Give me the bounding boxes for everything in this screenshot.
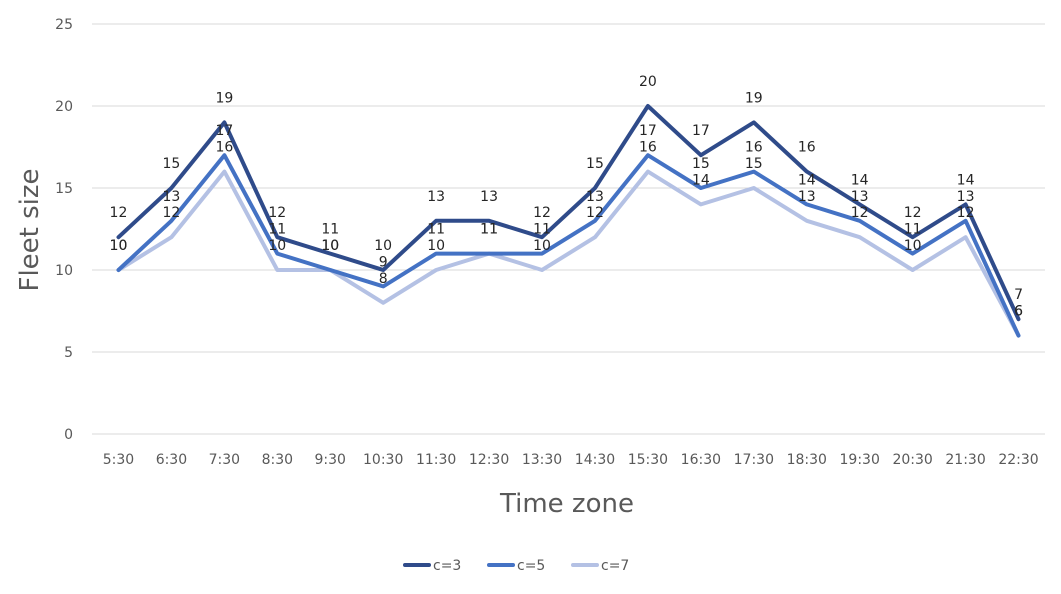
data-label: 13 xyxy=(798,189,816,205)
x-tick-label: 18:30 xyxy=(787,452,827,468)
y-gridlines xyxy=(92,23,1045,435)
x-axis-tick-labels: 5:30 6:30 7:30 8:30 9:30 10:30 11:30 12:30 13:30… xyxy=(103,452,1039,468)
data-label: 13 xyxy=(851,189,869,205)
data-label: 10 xyxy=(904,238,922,254)
data-label: 16 xyxy=(639,140,657,156)
data-label: 12 xyxy=(957,205,975,221)
legend-item-c=7: c=7 xyxy=(571,558,629,574)
legend-label: c=7 xyxy=(601,558,629,574)
x-tick-label: 10:30 xyxy=(363,452,403,468)
data-label: 10 xyxy=(427,238,445,254)
data-label: 10 xyxy=(321,238,339,254)
series-line-c=5 xyxy=(116,153,1021,338)
data-label: 14 xyxy=(692,172,710,188)
data-label: 10 xyxy=(374,238,392,254)
data-label: 12 xyxy=(163,205,181,221)
data-label: 16 xyxy=(798,140,816,156)
y-tick-label: 15 xyxy=(55,181,73,197)
data-label: 12 xyxy=(268,205,286,221)
data-label: 17 xyxy=(215,123,233,139)
data-label: 10 xyxy=(268,238,286,254)
legend-item-c=3: c=3 xyxy=(403,558,461,574)
data-label: 9 xyxy=(379,254,388,270)
legend-label: c=3 xyxy=(433,558,461,574)
y-tick-label: 20 xyxy=(55,99,73,115)
legend-label: c=5 xyxy=(517,558,545,574)
data-label: 15 xyxy=(586,156,604,172)
data-label: 15 xyxy=(163,156,181,172)
x-tick-label: 14:30 xyxy=(575,452,615,468)
data-label: 11 xyxy=(427,222,445,238)
data-label: 12 xyxy=(904,205,922,221)
data-label: 19 xyxy=(215,90,233,106)
x-tick-label: 15:30 xyxy=(628,452,668,468)
data-label: 17 xyxy=(639,123,657,139)
data-label: 10 xyxy=(110,238,128,254)
x-tick-label: 22:30 xyxy=(998,452,1038,468)
y-tick-label: 10 xyxy=(55,263,73,279)
legend-item-c=5: c=5 xyxy=(487,558,545,574)
data-label: 6 xyxy=(1014,304,1023,320)
y-tick-label: 25 xyxy=(55,17,73,33)
data-label: 19 xyxy=(745,90,763,106)
data-label: 16 xyxy=(215,140,233,156)
legend: c=3 c=5 c=7 xyxy=(403,558,629,574)
y-axis-tick-labels: 0 5 10 15 20 25 xyxy=(55,17,73,443)
x-tick-label: 12:30 xyxy=(469,452,509,468)
x-tick-label: 21:30 xyxy=(945,452,985,468)
data-label: 12 xyxy=(851,205,869,221)
y-tick-label: 0 xyxy=(64,427,73,443)
series-line-c=7 xyxy=(116,169,1021,338)
data-label: 11 xyxy=(533,222,551,238)
data-label: 13 xyxy=(480,189,498,205)
data-label: 14 xyxy=(851,172,869,188)
x-tick-label: 8:30 xyxy=(262,452,293,468)
x-tick-label: 16:30 xyxy=(681,452,721,468)
x-tick-label: 19:30 xyxy=(840,452,880,468)
data-label: 13 xyxy=(586,189,604,205)
y-axis-title: Fleet size xyxy=(15,168,45,291)
data-label: 10 xyxy=(110,238,128,254)
x-tick-label: 6:30 xyxy=(156,452,187,468)
data-label: 12 xyxy=(586,205,604,221)
data-label: 17 xyxy=(692,123,710,139)
x-tick-label: 5:30 xyxy=(103,452,134,468)
data-label: 14 xyxy=(957,172,975,188)
data-label: 11 xyxy=(321,222,339,238)
data-label: 10 xyxy=(533,238,551,254)
data-label: 11 xyxy=(480,222,498,238)
data-label: 6 xyxy=(1014,304,1023,320)
x-tick-label: 11:30 xyxy=(416,452,456,468)
data-label: 11 xyxy=(268,222,286,238)
data-label: 10 xyxy=(321,238,339,254)
x-axis-title: Time zone xyxy=(499,489,634,519)
data-label: 15 xyxy=(692,156,710,172)
data-label: 20 xyxy=(639,74,657,90)
data-label: 13 xyxy=(163,189,181,205)
data-label: 14 xyxy=(798,172,816,188)
series-line-c=3 xyxy=(116,104,1021,322)
data-label: 7 xyxy=(1014,287,1023,303)
x-tick-label: 17:30 xyxy=(734,452,774,468)
data-label: 12 xyxy=(533,205,551,221)
data-label: 11 xyxy=(904,222,922,238)
data-label: 16 xyxy=(745,140,763,156)
y-tick-label: 5 xyxy=(64,345,73,361)
series-lines xyxy=(116,104,1021,338)
data-label: 8 xyxy=(379,271,388,287)
data-label: 13 xyxy=(957,189,975,205)
data-label: 15 xyxy=(745,156,763,172)
data-label: 12 xyxy=(110,205,128,221)
data-label: 11 xyxy=(480,222,498,238)
x-tick-label: 9:30 xyxy=(315,452,346,468)
x-tick-label: 7:30 xyxy=(209,452,240,468)
data-label: 13 xyxy=(427,189,445,205)
x-tick-label: 13:30 xyxy=(522,452,562,468)
x-tick-label: 20:30 xyxy=(892,452,932,468)
